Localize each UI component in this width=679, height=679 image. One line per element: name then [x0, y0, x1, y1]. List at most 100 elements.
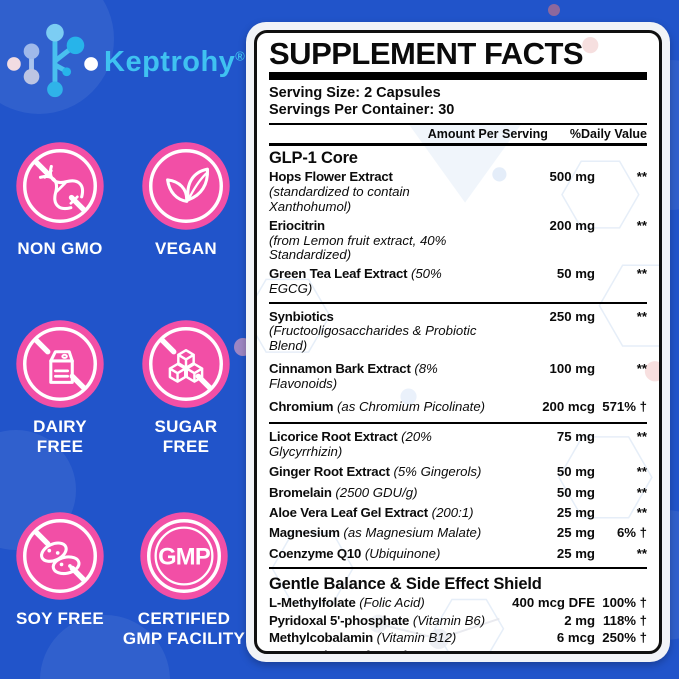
daily-value: 118% †	[603, 612, 647, 628]
badge-vegan: VEGAN	[134, 140, 238, 259]
ingredient-name: Coenzyme Q10 (Ubiquinone)	[269, 545, 441, 561]
daily-value: **	[636, 308, 647, 324]
ingredient-row: Methylcobalamin (Vitamin B12) 6 mcg 250% †	[269, 630, 647, 646]
ingredient-detail: (Folic Acid)	[359, 594, 425, 610]
serving-size: Serving Size: 2 Capsules	[269, 85, 441, 102]
daily-value: **	[636, 484, 647, 500]
amount-per-serving: 200 mg	[549, 217, 595, 233]
ingredient-detail: (2500 GDU/g)	[335, 484, 418, 500]
ingredient-detail: (as Magnesium Malate)	[343, 525, 482, 541]
facts-section-1: GLP-1 Core Hops Flower Extract (standardiz…	[269, 149, 647, 296]
ingredient-name: Ginger Root Extract (5% Gingerols)	[269, 464, 482, 480]
ingredient-name: Peppermint Leaf Powder	[269, 648, 493, 651]
daily-value: 6% †	[616, 525, 647, 541]
ingredient-row: Licorice Root Extract (20% Glycyrrhizin)…	[269, 429, 647, 460]
column-header-amount: Amount Per Serving	[427, 127, 548, 142]
ingredient-row: Chromium (as Chromium Picolinate) 200 mcg…	[269, 398, 647, 415]
ingredient-detail: (Vitamin B6)	[412, 612, 486, 628]
rule-medium	[269, 143, 647, 147]
ingredient-sections: GLP-1 Core Hops Flower Extract (standardiz…	[269, 149, 647, 651]
amount-per-serving: 25 mg	[556, 525, 595, 541]
amount-per-serving: 50 mg	[556, 484, 595, 500]
amount-per-serving: 2 mg	[564, 612, 595, 628]
ingredient-detail: (20% Glycyrrhizin)	[269, 429, 432, 460]
badge-label: NON GMO	[17, 239, 103, 258]
ingredient-detail: (as Chromium Picolinate)	[337, 398, 486, 414]
amount-per-serving: 250 mg	[549, 308, 595, 324]
badge-label: CERTIFIED GMP FACILITY	[122, 609, 246, 649]
amount-per-serving: 6 mcg	[556, 630, 595, 646]
no-soy-beans-icon	[16, 512, 104, 600]
ingredient-detail: (Ubiquinone)	[364, 545, 441, 561]
section-header: GLP-1 Core	[269, 149, 358, 168]
left-column: Keptrohy® NON GMO	[0, 0, 246, 679]
ingredient-row: Ginger Root Extract (5% Gingerols) 50 mg *…	[269, 464, 647, 480]
badge-label: DAIRY FREE	[33, 417, 87, 457]
amount-per-serving: 100 mg	[549, 360, 595, 376]
ingredient-row: L-Methylfolate (Folic Acid) 400 mcg DFE 10…	[269, 594, 647, 611]
amount-per-serving: 400 mcg DFE	[512, 594, 595, 610]
section-header: Gentle Balance & Side Effect Shield	[269, 574, 542, 593]
amount-per-serving: 25 mg	[493, 648, 595, 651]
daily-value: 250% †	[602, 630, 647, 646]
bg-red-dot	[548, 4, 560, 16]
badge-non-gmo: NON GMO	[8, 140, 112, 259]
ingredient-row: Cinnamon Bark Extract (8% Flavonoids) 100…	[269, 360, 647, 392]
supplement-facts-card: SUPPLEMENT FACTS Serving Size: 2 Capsule…	[254, 30, 662, 654]
daily-value: **	[636, 217, 647, 233]
badge-dairy-free: DAIRY FREE	[8, 318, 112, 457]
daily-value: **	[636, 266, 647, 282]
badge-label: VEGAN	[155, 239, 217, 258]
amount-per-serving: 50 mg	[556, 266, 595, 282]
ingredient-detail: (5% Gingerols)	[393, 464, 482, 480]
brand-logo: Keptrohy®	[4, 20, 245, 104]
ingredient-name: Aloe Vera Leaf Gel Extract (200:1)	[269, 504, 474, 520]
ingredient-name: Bromelain (2500 GDU/g)	[269, 484, 418, 500]
servings-per-container: Servings Per Container: 30	[269, 102, 455, 119]
ingredient-row: Bromelain (2500 GDU/g) 50 mg **	[269, 484, 647, 501]
badge-label: SUGAR FREE	[154, 417, 218, 457]
ingredient-name: Eriocitrin (from Lemon fruit extract, 40%…	[269, 218, 493, 263]
daily-value: **	[636, 429, 647, 445]
facts-section-3: Licorice Root Extract (20% Glycyrrhizin)…	[269, 429, 647, 561]
amount-per-serving: 500 mg	[549, 169, 595, 185]
ingredient-detail: (standardized to contain Xanthohumol)	[269, 184, 410, 214]
daily-value: 571% †	[602, 398, 647, 414]
facts-section-2: Synbiotics (Fructooligosaccharides & Prob…	[269, 308, 647, 415]
panel-title: SUPPLEMENT FACTS	[269, 36, 584, 71]
badge-gmp-certified: GMP CERTIFIED GMP FACILITY	[122, 510, 246, 649]
ingredient-row: Hops Flower Extract (standardized to cont…	[269, 169, 647, 214]
title-bar	[269, 72, 647, 81]
ingredient-detail: (Vitamin B12)	[376, 630, 457, 646]
ingredient-detail: (from Lemon fruit extract, 40% Standardi…	[269, 232, 447, 263]
badge-sugar-free: SUGAR FREE	[134, 318, 238, 457]
daily-value: **	[636, 504, 647, 520]
section-divider	[269, 301, 647, 304]
daily-value: 100% †	[602, 594, 647, 610]
gmp-seal-icon: GMP	[140, 512, 228, 600]
ingredient-name: Magnesium (as Magnesium Malate)	[269, 525, 482, 541]
amount-per-serving: 25 mg	[556, 545, 595, 561]
registered-mark: ®	[235, 47, 246, 63]
daily-value: **	[636, 169, 647, 185]
ingredient-row: Synbiotics (Fructooligosaccharides & Prob…	[269, 308, 647, 354]
badge-label: SOY FREE	[15, 609, 105, 628]
ingredient-row: Aloe Vera Leaf Gel Extract (200:1) 25 mg *…	[269, 504, 647, 521]
facts-section-4: Gentle Balance & Side Effect Shield L-Met…	[269, 574, 647, 651]
ingredient-row: Eriocitrin (from Lemon fruit extract, 40%…	[269, 217, 647, 263]
ingredient-row: Peppermint Leaf Powder25 mg**	[269, 648, 647, 651]
vegan-leaf-icon	[142, 142, 230, 230]
ingredient-detail: (8% Flavonoids)	[269, 360, 438, 391]
ingredient-row: Green Tea Leaf Extract (50% EGCG) 50 mg **	[269, 266, 647, 297]
daily-value: **	[636, 464, 647, 480]
no-dairy-milk-carton-icon	[16, 320, 104, 408]
rule-thin	[269, 123, 647, 126]
ingredient-name: Licorice Root Extract (20% Glycyrrhizin)	[269, 429, 432, 460]
section-divider	[269, 422, 647, 425]
ingredient-detail: (200:1)	[431, 504, 474, 520]
ingredient-row: Magnesium (as Magnesium Malate) 25 mg 6% †	[269, 525, 647, 541]
ingredient-name: L-Methylfolate (Folic Acid)	[269, 594, 425, 610]
amount-per-serving: 75 mg	[556, 429, 595, 445]
amount-per-serving: 25 mg	[556, 504, 595, 520]
